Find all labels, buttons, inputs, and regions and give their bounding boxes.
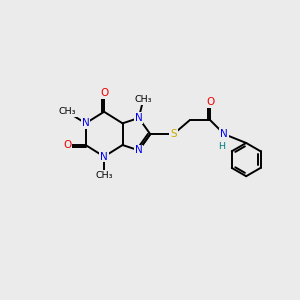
Text: CH₃: CH₃ [58,107,76,116]
Text: O: O [206,97,214,107]
Text: H: H [218,142,225,152]
Text: N: N [135,113,142,123]
Text: N: N [82,118,89,128]
Text: CH₃: CH₃ [95,171,113,180]
Text: S: S [170,129,177,139]
Text: O: O [63,140,71,150]
Text: CH₃: CH₃ [135,95,152,104]
Text: O: O [100,88,108,98]
Text: N: N [220,129,228,139]
Text: N: N [100,152,108,162]
Text: N: N [135,145,142,155]
